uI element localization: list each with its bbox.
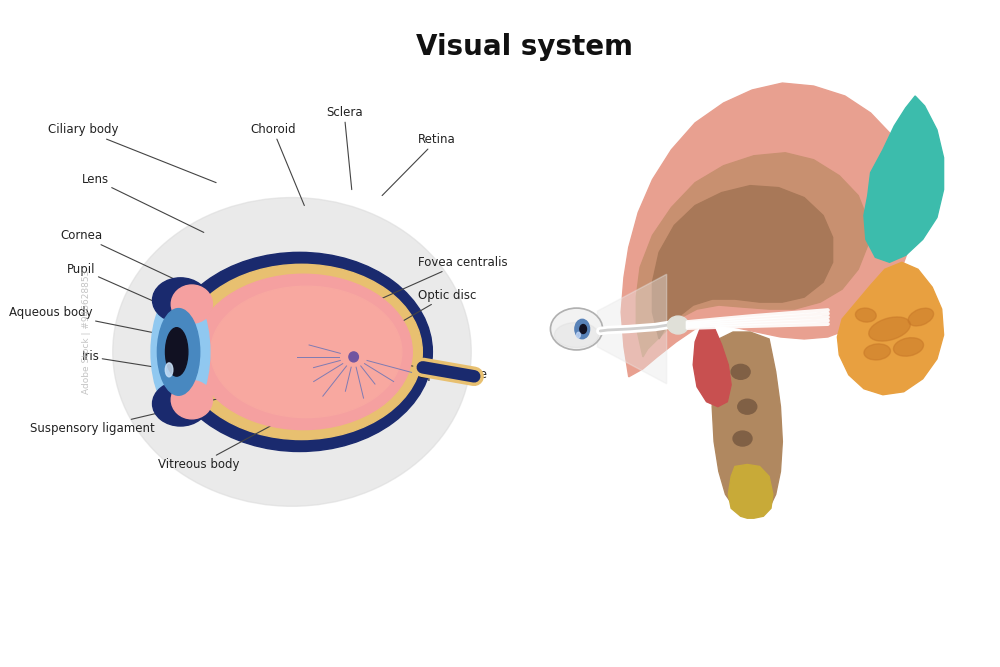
Ellipse shape xyxy=(113,197,471,506)
Polygon shape xyxy=(621,83,915,377)
Polygon shape xyxy=(636,153,868,357)
Text: Fovea centralis: Fovea centralis xyxy=(380,256,508,299)
Ellipse shape xyxy=(157,309,200,396)
FancyArrowPatch shape xyxy=(423,368,474,376)
Ellipse shape xyxy=(153,382,208,426)
Polygon shape xyxy=(712,332,782,514)
Ellipse shape xyxy=(580,325,586,334)
Ellipse shape xyxy=(349,352,358,362)
Ellipse shape xyxy=(893,338,924,356)
Polygon shape xyxy=(652,185,833,339)
Ellipse shape xyxy=(165,327,188,376)
Ellipse shape xyxy=(908,308,934,326)
Text: Pupil: Pupil xyxy=(67,263,178,312)
Ellipse shape xyxy=(575,319,590,339)
Ellipse shape xyxy=(668,316,688,334)
Text: Visual system: Visual system xyxy=(416,33,633,61)
Ellipse shape xyxy=(167,252,432,452)
Ellipse shape xyxy=(181,264,422,440)
Text: Sclera: Sclera xyxy=(326,107,362,189)
Ellipse shape xyxy=(554,322,599,348)
Text: Lens: Lens xyxy=(82,173,204,232)
Ellipse shape xyxy=(864,344,890,360)
Text: Optic disc: Optic disc xyxy=(384,289,477,332)
Ellipse shape xyxy=(171,381,212,419)
Text: Choroid: Choroid xyxy=(250,123,304,205)
Ellipse shape xyxy=(731,364,750,380)
Polygon shape xyxy=(597,274,667,384)
Ellipse shape xyxy=(194,274,412,430)
Ellipse shape xyxy=(855,308,876,322)
Text: Adobe Stock | #946628853: Adobe Stock | #946628853 xyxy=(82,270,91,394)
Text: Aqueous body: Aqueous body xyxy=(9,305,185,339)
Text: Ciliary body: Ciliary body xyxy=(48,123,216,183)
Polygon shape xyxy=(864,96,944,262)
Ellipse shape xyxy=(153,278,208,322)
Text: Suspensory ligament: Suspensory ligament xyxy=(30,395,235,435)
Text: Optic nerve: Optic nerve xyxy=(393,362,487,382)
Ellipse shape xyxy=(151,288,210,416)
Ellipse shape xyxy=(733,431,752,446)
FancyArrowPatch shape xyxy=(423,368,474,376)
Ellipse shape xyxy=(211,286,402,418)
Ellipse shape xyxy=(550,308,603,350)
Text: Iris: Iris xyxy=(82,350,185,372)
Text: Vitreous body: Vitreous body xyxy=(158,425,273,471)
Polygon shape xyxy=(728,464,773,518)
Polygon shape xyxy=(693,322,731,407)
Text: Retina: Retina xyxy=(382,133,456,195)
Text: Cornea: Cornea xyxy=(60,229,181,282)
Polygon shape xyxy=(837,262,944,395)
Ellipse shape xyxy=(165,363,173,377)
Ellipse shape xyxy=(171,285,212,323)
Ellipse shape xyxy=(869,317,910,341)
Ellipse shape xyxy=(577,332,580,338)
Ellipse shape xyxy=(738,400,757,414)
